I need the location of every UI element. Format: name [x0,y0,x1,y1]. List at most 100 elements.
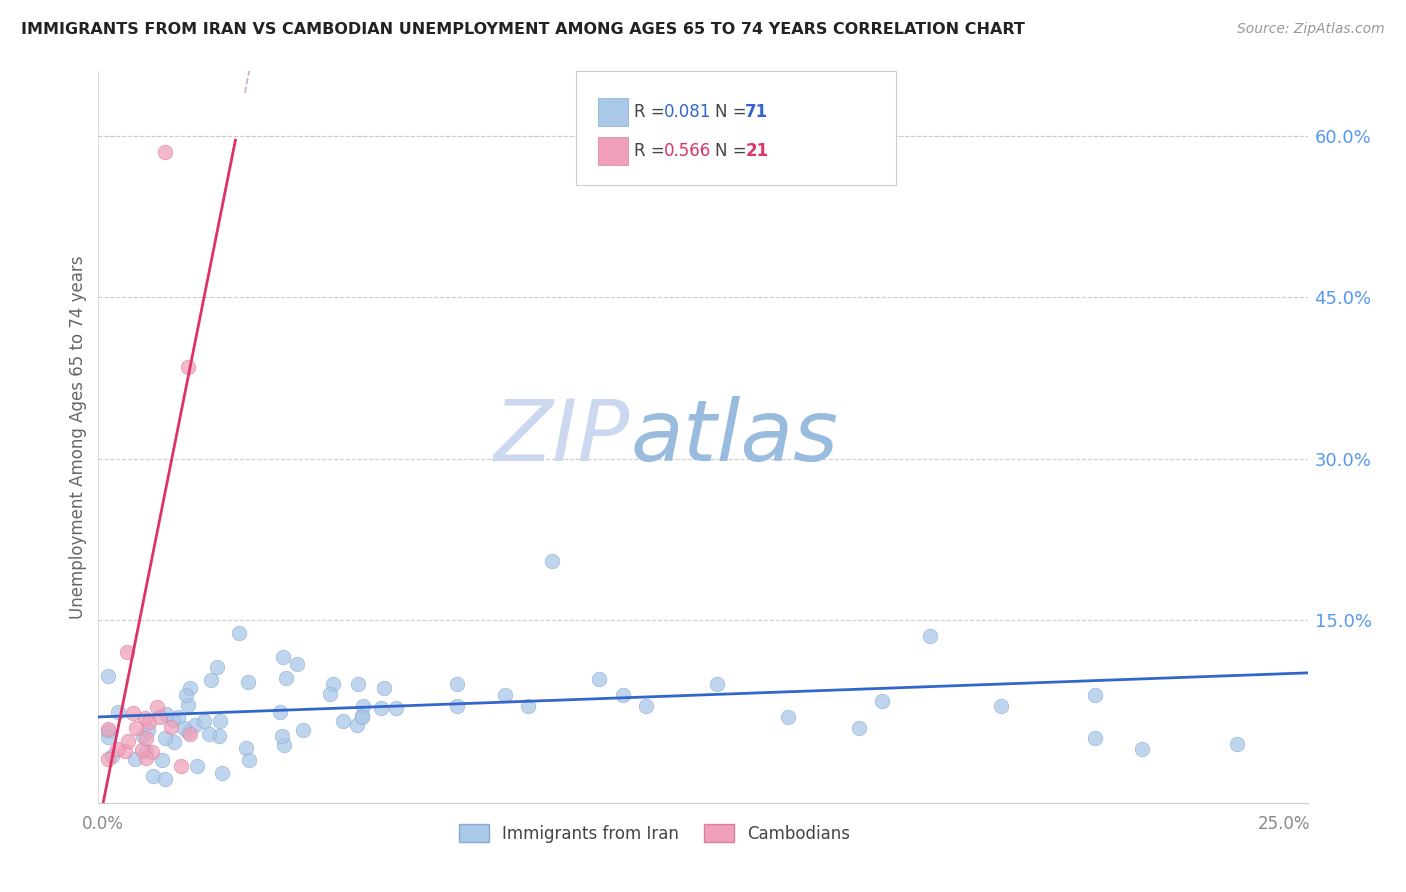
Point [384,701,406,715]
Point [346,718,368,732]
Point [150,753,173,767]
Point [273,739,295,753]
Point [177,360,200,375]
Point [271,649,294,664]
Text: 71: 71 [745,103,769,121]
Point [1130,742,1153,756]
Point [135,744,157,758]
Point [125,721,148,735]
Text: 0.566: 0.566 [664,142,711,160]
Point [138,715,160,730]
Point [97,731,120,745]
Point [276,671,298,685]
Point [207,729,229,743]
Point [97,722,120,736]
Point [848,721,870,735]
Point [97,669,120,683]
Point [131,743,153,757]
Point [173,721,195,735]
Point [588,672,610,686]
Text: N =: N = [716,142,752,160]
Point [373,681,395,696]
Point [115,645,138,659]
Point [346,677,368,691]
Point [100,748,122,763]
Point [153,772,176,786]
Legend: Immigrants from Iran, Cambodians: Immigrants from Iran, Cambodians [453,818,858,849]
Point [117,733,139,747]
Point [238,753,260,767]
Point [107,705,129,719]
Point [235,740,257,755]
Point [163,734,186,748]
Point [1084,731,1107,746]
Point [1226,737,1249,751]
Point [352,708,374,723]
Text: IMMIGRANTS FROM IRAN VS CAMBODIAN UNEMPLOYMENT AMONG AGES 65 TO 74 YEARS CORRELA: IMMIGRANTS FROM IRAN VS CAMBODIAN UNEMPL… [21,22,1025,37]
Point [155,706,177,721]
Text: R =: R = [634,142,671,160]
Y-axis label: Unemployment Among Ages 65 to 74 years: Unemployment Among Ages 65 to 74 years [69,255,87,619]
Point [121,706,143,720]
Point [177,698,200,712]
FancyBboxPatch shape [598,137,628,165]
Point [228,626,250,640]
Text: R =: R = [634,103,671,121]
Point [177,725,200,739]
Point [205,660,228,674]
Text: Source: ZipAtlas.com: Source: ZipAtlas.com [1237,22,1385,37]
Point [97,724,120,739]
Point [872,693,894,707]
Point [446,698,468,713]
Point [135,751,157,765]
Point [285,657,308,672]
Point [114,744,136,758]
Point [153,145,176,159]
Point [174,689,197,703]
Point [540,554,562,568]
Point [193,714,215,728]
Point [134,711,156,725]
Point [105,742,128,756]
Point [141,745,163,759]
Point [352,710,374,724]
FancyBboxPatch shape [598,98,628,126]
Point [269,706,291,720]
Point [97,752,120,766]
Point [352,699,374,714]
Text: atlas: atlas [630,395,838,479]
Point [149,710,172,724]
Text: 21: 21 [745,142,769,160]
Point [167,710,190,724]
Point [776,710,799,724]
Point [990,698,1012,713]
Point [270,729,292,743]
Text: ZIP: ZIP [494,395,630,479]
Point [211,766,233,780]
Text: 0.081: 0.081 [664,103,711,121]
Point [236,674,259,689]
Point [292,723,315,737]
Point [636,698,658,713]
Point [322,677,344,691]
Point [494,688,516,702]
Point [197,727,219,741]
Point [146,700,169,714]
Point [162,713,184,727]
Point [517,698,540,713]
Point [179,681,201,696]
Point [170,758,193,772]
Point [612,688,634,702]
Point [918,629,941,643]
Point [132,730,155,744]
Point [160,720,183,734]
Point [446,677,468,691]
Point [200,673,222,687]
Point [186,759,208,773]
Point [1084,688,1107,702]
Point [135,731,157,746]
Point [124,752,146,766]
Point [142,769,165,783]
Point [332,714,354,729]
Point [184,718,207,732]
